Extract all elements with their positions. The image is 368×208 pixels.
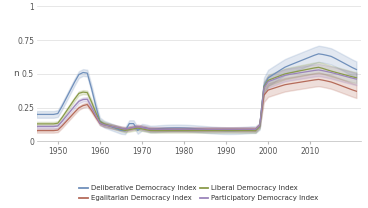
Legend: Deliberative Democracy Index, Egalitarian Democracy Index, Liberal Democracy Ind: Deliberative Democracy Index, Egalitaria… bbox=[79, 186, 318, 201]
Y-axis label: n: n bbox=[13, 69, 18, 78]
